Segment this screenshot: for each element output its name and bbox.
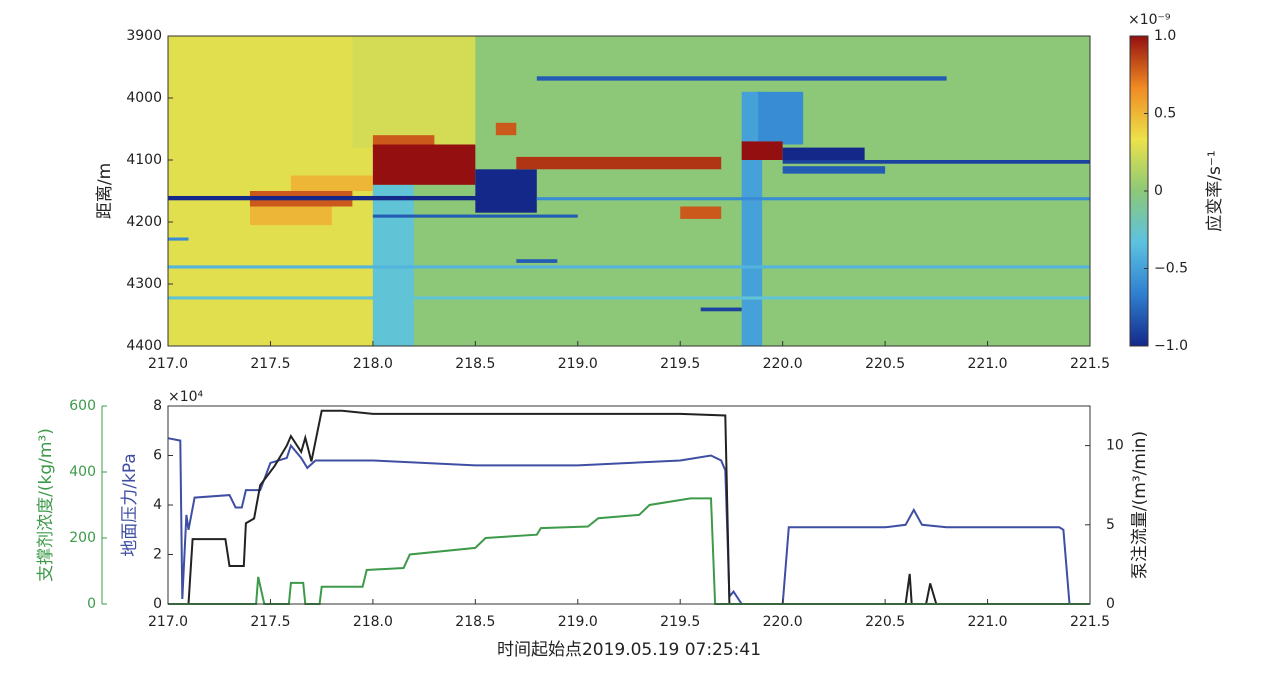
x-tick-label: 219.0	[558, 614, 598, 630]
heat-cell	[680, 206, 722, 219]
colorbar-exponent: ×10⁻⁹	[1128, 12, 1171, 28]
y2-tick-label: 5	[1106, 517, 1115, 533]
y3-axis-label: 支撑剂浓度/(kg/m³)	[36, 428, 56, 582]
y3-tick-label: 200	[69, 530, 96, 546]
y-exponent: ×10⁴	[168, 389, 204, 405]
x-tick-label: 218.0	[353, 614, 393, 630]
x-tick-label: 221.5	[1070, 614, 1110, 630]
series-line	[168, 497, 1090, 605]
x-tick-label: 218.5	[455, 614, 495, 630]
heat-cell	[700, 307, 742, 312]
heat-cell	[516, 259, 558, 263]
heat-cell	[168, 296, 1090, 300]
y-tick-label: 6	[153, 448, 162, 464]
series-line	[168, 409, 1090, 605]
heat-cell	[168, 265, 1090, 269]
heat-cell	[290, 175, 373, 191]
y-tick-label: 4200	[126, 214, 162, 230]
y-axis-label: 地面压力/kPa	[120, 453, 140, 556]
y-tick-label: 8	[153, 398, 162, 414]
heat-cell	[249, 206, 332, 226]
plot-frame	[167, 405, 1091, 605]
y2-tick-label: 10	[1106, 438, 1124, 454]
heat-cell	[782, 160, 1090, 164]
y-tick-label: 0	[153, 596, 162, 612]
x-tick-label: 221.0	[968, 356, 1008, 372]
x-axis-label: 时间起始点2019.05.19 07:25:41	[497, 640, 761, 660]
y-tick-label: 4300	[126, 276, 162, 292]
x-tick-label: 217.0	[148, 614, 188, 630]
series-line	[167, 437, 1071, 605]
colorbar-tick-label: 0.5	[1154, 106, 1176, 122]
heat-cell	[782, 166, 886, 174]
heat-cell	[516, 156, 722, 170]
y-tick-label: 4400	[126, 338, 162, 354]
heat-cell	[758, 91, 804, 145]
y2-axis-label: 泵注流量/(m³/min)	[1130, 431, 1150, 579]
x-tick-label: 220.0	[763, 356, 803, 372]
y-axis-label: 距离/m	[95, 163, 115, 219]
x-tick-label: 217.0	[148, 356, 188, 372]
heatmap	[168, 36, 1090, 346]
x-tick-label: 217.5	[250, 356, 290, 372]
heat-cell	[372, 214, 578, 218]
x-tick-label: 219.0	[558, 356, 598, 372]
heat-cell	[475, 169, 537, 213]
colorbar-label: 应变率/s⁻¹	[1205, 150, 1225, 231]
y-tick-label: 4	[153, 497, 162, 513]
colorbar-tick-label: 1.0	[1154, 28, 1176, 44]
y-tick-label: 4100	[126, 152, 162, 168]
x-tick-label: 221.5	[1070, 356, 1110, 372]
heat-cell	[782, 147, 865, 160]
x-tick-label: 219.5	[660, 614, 700, 630]
x-tick-label: 217.5	[250, 614, 290, 630]
heat-cell	[168, 237, 189, 241]
y3-tick-label: 400	[69, 464, 96, 480]
heat-cell	[168, 195, 496, 201]
y2-tick-label: 0	[1106, 596, 1115, 612]
x-tick-label: 219.5	[660, 356, 700, 372]
y-tick-label: 4000	[126, 90, 162, 106]
y-tick-label: 2	[153, 547, 162, 563]
y3-tick-label: 0	[87, 596, 96, 612]
x-tick-label: 221.0	[968, 614, 1008, 630]
heat-cell	[372, 144, 476, 185]
heat-cell	[495, 122, 517, 136]
heat-cell	[536, 197, 1090, 201]
x-tick-label: 218.5	[455, 356, 495, 372]
heat-cell	[352, 36, 476, 148]
x-tick-label: 220.5	[865, 356, 905, 372]
x-tick-label: 220.5	[865, 614, 905, 630]
x-tick-label: 218.0	[353, 356, 393, 372]
x-tick-label: 220.0	[763, 614, 803, 630]
colorbar-tick-label: −1.0	[1154, 338, 1188, 354]
plot-frame	[167, 35, 1091, 347]
colorbar-tick-label: −0.5	[1154, 261, 1188, 277]
y3-tick-label: 600	[69, 398, 96, 414]
colorbar-tick-label: 0	[1154, 183, 1163, 199]
heat-cell	[741, 141, 783, 160]
heat-cell	[536, 76, 947, 81]
y-tick-label: 3900	[126, 28, 162, 44]
